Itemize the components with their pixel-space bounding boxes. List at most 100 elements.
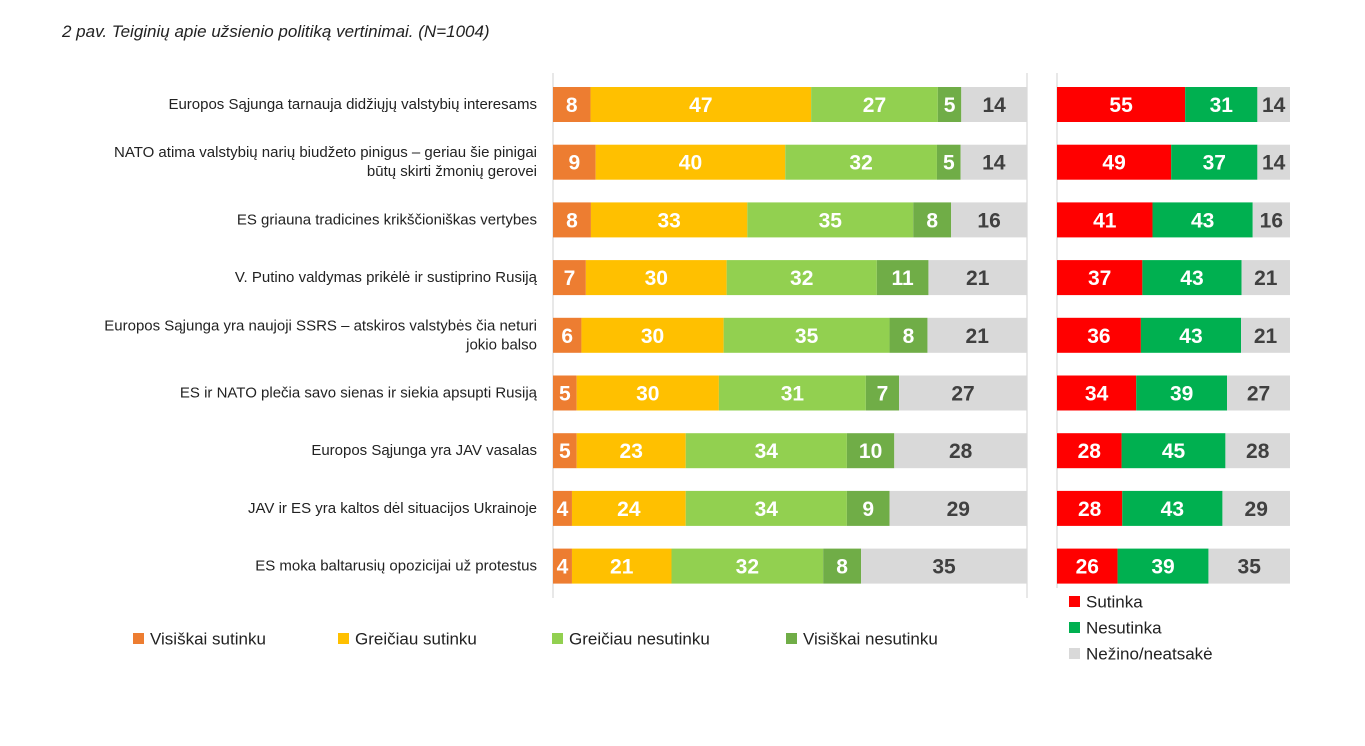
bar-segment xyxy=(685,433,847,469)
data-label: 9 xyxy=(568,152,580,175)
data-label: 5 xyxy=(943,152,955,175)
bar-segment xyxy=(1122,490,1223,526)
bar-segment xyxy=(585,260,727,296)
bar-segment xyxy=(581,317,724,353)
data-label: 29 xyxy=(1245,498,1268,521)
bar-segment xyxy=(1252,202,1290,238)
bar-segment xyxy=(1225,433,1290,469)
bar-segment xyxy=(1227,375,1290,411)
bar-segment xyxy=(889,317,928,353)
legend-label: Nežino/neatsakė xyxy=(1086,645,1213,664)
legend-label: Greičiau sutinku xyxy=(355,630,477,649)
bar-segment xyxy=(899,375,1027,411)
data-label: 49 xyxy=(1102,152,1125,175)
legend-label: Visiškai sutinku xyxy=(150,630,266,649)
data-label: 35 xyxy=(932,556,956,579)
bar-segment xyxy=(785,144,937,180)
data-label: 4 xyxy=(557,556,569,579)
data-label: 16 xyxy=(1260,209,1283,232)
bar-segment xyxy=(961,87,1027,122)
legend-swatch xyxy=(1069,622,1080,633)
bar-segment xyxy=(865,375,900,411)
data-label: 41 xyxy=(1093,209,1117,232)
data-label: 21 xyxy=(610,556,634,579)
data-label: 24 xyxy=(617,498,641,521)
category-label: ES ir NATO plečia savo sienas ir siekia … xyxy=(180,385,538,402)
data-label: 21 xyxy=(966,325,990,348)
data-label: 55 xyxy=(1109,94,1133,117)
bar-segment xyxy=(1208,548,1290,584)
data-label: 8 xyxy=(926,209,938,232)
bar-segment xyxy=(1057,490,1123,526)
data-label: 5 xyxy=(944,94,956,117)
bar-segment xyxy=(846,490,890,526)
bar-segment xyxy=(927,317,1027,353)
data-label: 8 xyxy=(836,556,848,579)
bar-segment xyxy=(1117,548,1209,584)
category-label: ES griauna tradicines krikščioniškas ver… xyxy=(237,211,537,228)
data-label: 34 xyxy=(1085,383,1109,406)
bar-segment xyxy=(951,202,1027,238)
bar-segment xyxy=(1057,144,1172,180)
bar-segment xyxy=(1057,548,1118,584)
bar-segment xyxy=(1140,317,1242,353)
data-label: 5 xyxy=(559,440,571,463)
bar-segment xyxy=(590,202,748,238)
bar-segment xyxy=(861,548,1027,584)
bar-segment xyxy=(553,317,582,353)
chart-title: 2 pav. Teiginių apie užsienio politiką v… xyxy=(62,22,490,41)
data-label: 30 xyxy=(645,267,668,290)
legend-swatch xyxy=(133,633,144,644)
bar-segment xyxy=(1257,144,1290,180)
bar-segment xyxy=(894,433,1027,469)
bar-segment xyxy=(553,375,577,411)
data-label: 43 xyxy=(1191,209,1214,232)
data-label: 34 xyxy=(755,440,779,463)
data-label: 35 xyxy=(795,325,819,348)
data-label: 34 xyxy=(755,498,779,521)
bar-segment xyxy=(811,87,938,122)
data-label: 5 xyxy=(559,383,571,406)
legend-swatch xyxy=(552,633,563,644)
bar-segment xyxy=(1057,87,1186,122)
data-label: 28 xyxy=(1078,440,1102,463)
category-label: V. Putino valdymas prikėlė ir sustiprino… xyxy=(235,269,538,286)
legend-swatch xyxy=(1069,596,1080,607)
data-label: 28 xyxy=(949,440,973,463)
data-label: 26 xyxy=(1076,556,1099,579)
bar-segment xyxy=(960,144,1027,180)
legend-label: Sutinka xyxy=(1086,593,1143,612)
bar-segment xyxy=(1057,375,1137,411)
data-label: 10 xyxy=(859,440,882,463)
bar-segment xyxy=(553,548,572,584)
bar-segment xyxy=(718,375,866,411)
bar-segment xyxy=(936,144,961,180)
bar-segment xyxy=(553,87,591,122)
data-label: 39 xyxy=(1151,556,1174,579)
data-label: 7 xyxy=(877,383,889,406)
data-label: 37 xyxy=(1088,267,1111,290)
category-label: būtų skirti žmonių gerovei xyxy=(367,163,537,180)
data-label: 43 xyxy=(1161,498,1184,521)
bar-segment xyxy=(576,375,719,411)
data-label: 14 xyxy=(982,94,1006,117)
data-label: 21 xyxy=(1254,267,1278,290)
category-label: NATO atima valstybių narių biudžeto pini… xyxy=(114,144,537,161)
data-label: 9 xyxy=(862,498,874,521)
data-label: 32 xyxy=(790,267,813,290)
data-label: 35 xyxy=(819,209,843,232)
data-label: 28 xyxy=(1078,498,1102,521)
data-label: 21 xyxy=(966,267,990,290)
bar-segment xyxy=(1185,87,1258,122)
data-label: 32 xyxy=(736,556,759,579)
data-label: 23 xyxy=(620,440,643,463)
bar-segment xyxy=(553,144,596,180)
data-label: 31 xyxy=(781,383,805,406)
data-label: 6 xyxy=(561,325,573,348)
bar-segment xyxy=(913,202,952,238)
data-label: 14 xyxy=(982,152,1006,175)
bar-segment xyxy=(937,87,962,122)
data-label: 43 xyxy=(1180,267,1203,290)
category-label: Europos Sąjunga yra naujoji SSRS – atski… xyxy=(104,317,537,334)
bar-segment xyxy=(1136,375,1228,411)
